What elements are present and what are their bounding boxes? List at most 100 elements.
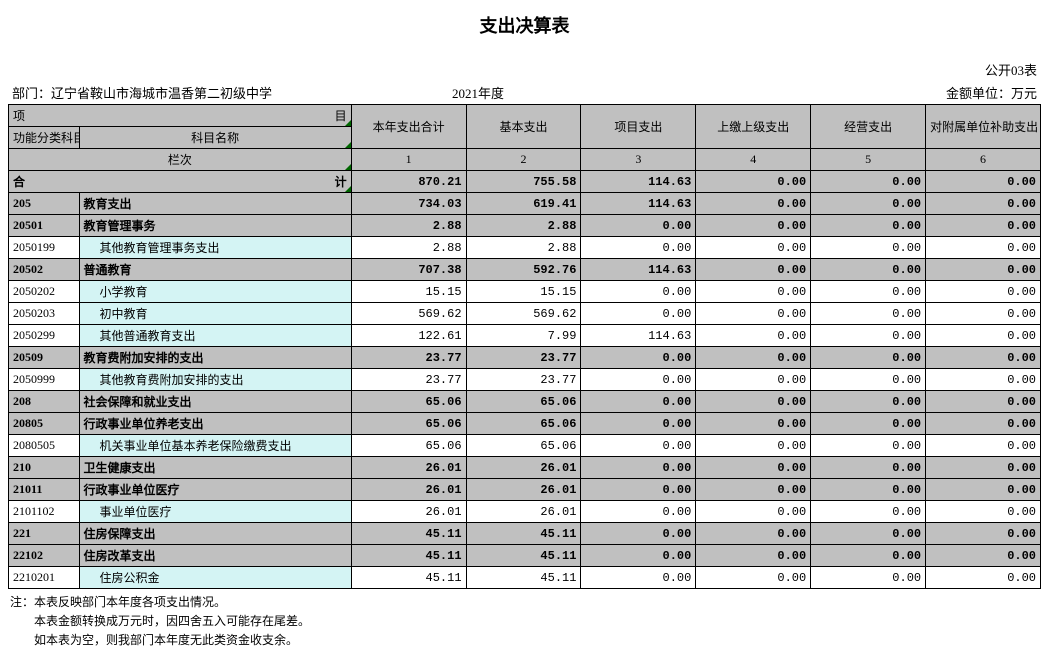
value-cell: 0.00 [811, 259, 926, 281]
value-cell: 0.00 [811, 523, 926, 545]
col-project: 项目支出 [581, 105, 696, 149]
value-cell: 0.00 [926, 501, 1041, 523]
footnotes: 注：本表反映部门本年度各项支出情况。 本表金额转换成万元时，因四舍五入可能存在尾… [8, 589, 1041, 655]
table-row: 205教育支出734.03619.41114.630.000.000.00 [9, 193, 1041, 215]
value-cell: 0.00 [926, 215, 1041, 237]
code-cell: 2101102 [9, 501, 80, 523]
value-cell: 0.00 [926, 545, 1041, 567]
value-cell: 26.01 [351, 479, 466, 501]
code-cell: 20805 [9, 413, 80, 435]
value-cell: 0.00 [926, 435, 1041, 457]
value-cell: 734.03 [351, 193, 466, 215]
col-total: 本年支出合计 [351, 105, 466, 149]
form-number: 公开03表 [985, 60, 1037, 79]
code-cell: 20501 [9, 215, 80, 237]
meta-row-top: 公开03表 [8, 58, 1041, 81]
value-cell: 0.00 [926, 457, 1041, 479]
value-cell: 0.00 [581, 567, 696, 589]
table-row: 208社会保障和就业支出65.0665.060.000.000.000.00 [9, 391, 1041, 413]
value-cell: 0.00 [926, 171, 1041, 193]
name-cell: 其他教育管理事务支出 [79, 237, 351, 259]
value-cell: 45.11 [466, 523, 581, 545]
value-cell: 23.77 [466, 347, 581, 369]
table-row: 2050203初中教育569.62569.620.000.000.000.00 [9, 303, 1041, 325]
value-cell: 0.00 [926, 347, 1041, 369]
value-cell: 2.88 [351, 215, 466, 237]
header-lanci: 栏次 [9, 149, 352, 171]
col-subsidy: 对附属单位补助支出 [926, 105, 1041, 149]
value-cell: 0.00 [811, 501, 926, 523]
value-cell: 569.62 [466, 303, 581, 325]
code-cell: 205 [9, 193, 80, 215]
name-cell: 住房公积金 [79, 567, 351, 589]
value-cell: 0.00 [926, 479, 1041, 501]
value-cell: 0.00 [811, 369, 926, 391]
value-cell: 0.00 [696, 501, 811, 523]
value-cell: 707.38 [351, 259, 466, 281]
table-row: 221住房保障支出45.1145.110.000.000.000.00 [9, 523, 1041, 545]
value-cell: 0.00 [811, 435, 926, 457]
value-cell: 0.00 [696, 391, 811, 413]
value-cell: 0.00 [811, 347, 926, 369]
value-cell: 619.41 [466, 193, 581, 215]
value-cell: 0.00 [581, 545, 696, 567]
name-cell: 教育支出 [79, 193, 351, 215]
value-cell: 0.00 [811, 237, 926, 259]
name-cell: 事业单位医疗 [79, 501, 351, 523]
value-cell: 0.00 [696, 325, 811, 347]
value-cell: 0.00 [696, 545, 811, 567]
table-row: 2080505机关事业单位基本养老保险缴费支出65.0665.060.000.0… [9, 435, 1041, 457]
value-cell: 0.00 [581, 281, 696, 303]
table-row: 20509教育费附加安排的支出23.7723.770.000.000.000.0… [9, 347, 1041, 369]
coln-6: 6 [926, 149, 1041, 171]
value-cell: 0.00 [696, 237, 811, 259]
value-cell: 45.11 [466, 545, 581, 567]
table-row: 2101102事业单位医疗26.0126.010.000.000.000.00 [9, 501, 1041, 523]
value-cell: 0.00 [926, 303, 1041, 325]
table-row: 20805行政事业单位养老支出65.0665.060.000.000.000.0… [9, 413, 1041, 435]
value-cell: 0.00 [926, 413, 1041, 435]
value-cell: 23.77 [351, 347, 466, 369]
table-row: 2050202小学教育15.1515.150.000.000.000.00 [9, 281, 1041, 303]
value-cell: 0.00 [581, 369, 696, 391]
coln-5: 5 [811, 149, 926, 171]
hdr-proj: 项 [13, 109, 25, 123]
code-cell: 20502 [9, 259, 80, 281]
table-row: 210卫生健康支出26.0126.010.000.000.000.00 [9, 457, 1041, 479]
dept-label: 部门： [12, 86, 51, 101]
value-cell: 0.00 [926, 193, 1041, 215]
value-cell: 0.00 [581, 523, 696, 545]
value-cell: 114.63 [581, 193, 696, 215]
code-cell: 2050999 [9, 369, 80, 391]
value-cell: 45.11 [351, 545, 466, 567]
table-row: 2050999其他教育费附加安排的支出23.7723.770.000.000.0… [9, 369, 1041, 391]
coln-2: 2 [466, 149, 581, 171]
value-cell: 0.00 [926, 281, 1041, 303]
value-cell: 2.88 [351, 237, 466, 259]
col-operating: 经营支出 [811, 105, 926, 149]
value-cell: 0.00 [926, 259, 1041, 281]
value-cell: 0.00 [811, 457, 926, 479]
name-cell: 初中教育 [79, 303, 351, 325]
note-line: 注：本表反映部门本年度各项支出情况。 [10, 593, 1039, 612]
value-cell: 45.11 [466, 567, 581, 589]
dept-name: 辽宁省鞍山市海城市温香第二初级中学 [51, 86, 272, 101]
value-cell: 0.00 [581, 501, 696, 523]
name-cell: 行政事业单位医疗 [79, 479, 351, 501]
value-cell: 0.00 [926, 325, 1041, 347]
value-cell: 0.00 [811, 545, 926, 567]
value-cell: 65.06 [466, 391, 581, 413]
header-project: 项 目 [9, 105, 352, 127]
value-cell: 114.63 [581, 259, 696, 281]
value-cell: 65.06 [351, 435, 466, 457]
value-cell: 0.00 [581, 435, 696, 457]
value-cell: 0.00 [811, 193, 926, 215]
value-cell: 0.00 [811, 413, 926, 435]
table-row: 2050299其他普通教育支出122.617.99114.630.000.000… [9, 325, 1041, 347]
name-cell: 其他教育费附加安排的支出 [79, 369, 351, 391]
value-cell: 0.00 [811, 479, 926, 501]
name-cell: 社会保障和就业支出 [79, 391, 351, 413]
value-cell: 0.00 [581, 303, 696, 325]
code-cell: 2050202 [9, 281, 80, 303]
value-cell: 569.62 [351, 303, 466, 325]
